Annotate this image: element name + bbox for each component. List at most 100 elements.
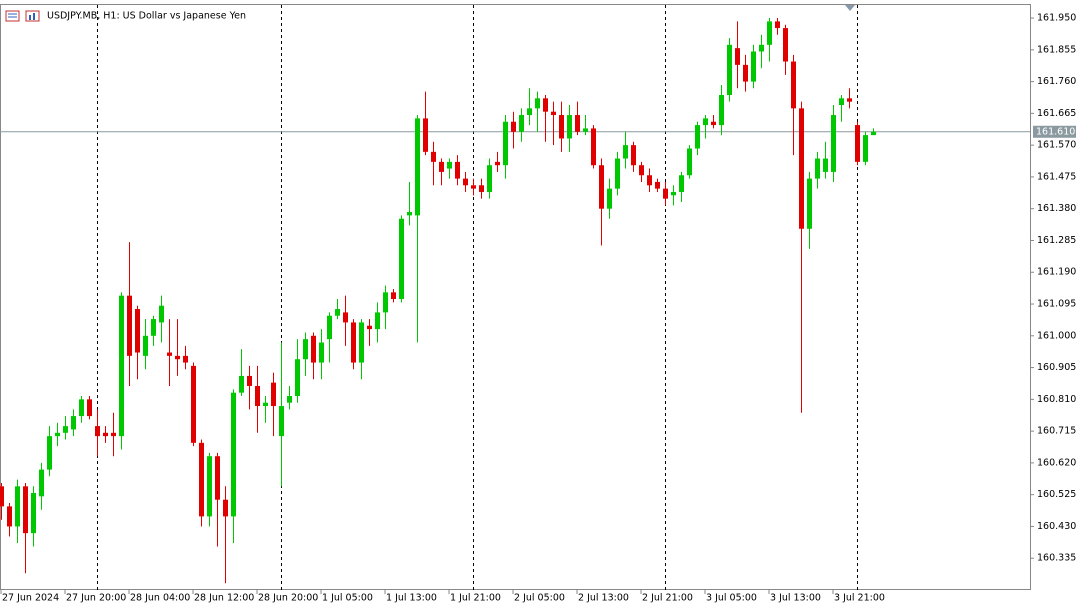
candle-body bbox=[775, 21, 780, 29]
x-tick-label: 27 Jun 20:00 bbox=[66, 593, 126, 604]
candle-body bbox=[47, 436, 52, 470]
candle-body bbox=[519, 115, 524, 132]
candle-body bbox=[295, 359, 300, 397]
candle-body bbox=[711, 121, 716, 126]
candle-body bbox=[455, 161, 460, 179]
candle-body bbox=[751, 51, 756, 82]
x-tick-label: 28 Jun 20:00 bbox=[258, 593, 318, 604]
x-tick-label: 2 Jul 13:00 bbox=[578, 593, 629, 604]
candle-body bbox=[0, 486, 4, 507]
candle-body bbox=[63, 426, 68, 433]
candle-body bbox=[263, 402, 268, 407]
candle-body bbox=[119, 295, 124, 437]
candle-body bbox=[135, 309, 140, 353]
candle-body bbox=[647, 175, 652, 186]
y-tick-label: 161.285 bbox=[1037, 235, 1076, 246]
candle-body bbox=[847, 98, 852, 102]
candle-body bbox=[663, 188, 668, 199]
candle-body bbox=[863, 135, 868, 162]
candle-body bbox=[719, 94, 724, 126]
candle-body bbox=[319, 342, 324, 363]
candle-body bbox=[151, 319, 156, 336]
candle-body bbox=[423, 118, 428, 152]
candle-body bbox=[271, 382, 276, 407]
candle-body bbox=[199, 442, 204, 517]
candle-body bbox=[359, 322, 364, 363]
x-tick-label: 3 Jul 05:00 bbox=[706, 593, 757, 604]
candle-body bbox=[511, 121, 516, 132]
candle-body bbox=[215, 456, 220, 500]
x-tick-label: 3 Jul 13:00 bbox=[770, 593, 821, 604]
shift-marker bbox=[845, 5, 855, 11]
candle-body bbox=[735, 48, 740, 65]
y-tick-label: 160.525 bbox=[1037, 489, 1076, 500]
candle-body bbox=[415, 118, 420, 216]
candle-body bbox=[791, 61, 796, 109]
candle-body bbox=[279, 406, 284, 437]
candle-body bbox=[175, 355, 180, 360]
candle-body bbox=[383, 292, 388, 313]
y-tick-label: 161.760 bbox=[1037, 76, 1076, 87]
candle-body bbox=[239, 375, 244, 393]
candle-body bbox=[495, 161, 500, 166]
candle-body bbox=[551, 111, 556, 116]
y-tick-label: 160.905 bbox=[1037, 362, 1076, 373]
chart-title: USDJPY.MB, H1: US Dollar vs Japanese Yen bbox=[47, 11, 246, 22]
candle-body bbox=[815, 158, 820, 179]
x-tick-label: 1 Jul 13:00 bbox=[386, 593, 437, 604]
candle-body bbox=[143, 335, 148, 356]
candle-body bbox=[183, 355, 188, 363]
x-tick-label: 2 Jul 21:00 bbox=[642, 593, 693, 604]
candle-body bbox=[55, 432, 60, 437]
candle-body bbox=[111, 432, 116, 437]
candle-body bbox=[391, 292, 396, 300]
y-tick-label: 161.190 bbox=[1037, 267, 1076, 278]
plot-frame bbox=[0, 4, 1031, 590]
candle-body bbox=[615, 158, 620, 189]
candle-body bbox=[599, 165, 604, 209]
candle-body bbox=[583, 128, 588, 132]
candle-body bbox=[343, 312, 348, 323]
candle-body bbox=[727, 44, 732, 95]
y-tick-label: 160.715 bbox=[1037, 426, 1076, 437]
candle-body bbox=[479, 185, 484, 192]
candle-body bbox=[439, 161, 444, 172]
candle-body bbox=[303, 339, 308, 360]
candle-body bbox=[247, 375, 252, 386]
candle-body bbox=[767, 21, 772, 45]
candle-body bbox=[743, 64, 748, 82]
candle-body bbox=[231, 392, 236, 517]
price-label: 161.610 bbox=[1036, 126, 1075, 137]
candle-body bbox=[351, 322, 356, 363]
candle-body bbox=[311, 335, 316, 363]
candle-body bbox=[447, 161, 452, 169]
y-tick-label: 160.430 bbox=[1037, 521, 1076, 532]
candle-body bbox=[807, 178, 812, 229]
y-tick-label: 161.475 bbox=[1037, 171, 1076, 182]
candle-body bbox=[103, 432, 108, 437]
y-tick-label: 161.855 bbox=[1037, 44, 1076, 55]
candle-body bbox=[127, 295, 132, 356]
candle-body bbox=[799, 108, 804, 229]
candle-body bbox=[783, 28, 788, 62]
candle-body bbox=[463, 178, 468, 186]
x-tick-label: 1 Jul 05:00 bbox=[322, 593, 373, 604]
candle-body bbox=[503, 121, 508, 166]
candle-body bbox=[487, 165, 492, 192]
candle-body bbox=[7, 506, 12, 527]
candle-body bbox=[23, 486, 28, 534]
candle-body bbox=[839, 98, 844, 106]
candle-body bbox=[559, 115, 564, 139]
candle-body bbox=[15, 486, 20, 527]
x-tick-label: 1 Jul 21:00 bbox=[450, 593, 501, 604]
x-tick-label: 3 Jul 21:00 bbox=[834, 593, 885, 604]
candle-body bbox=[655, 181, 660, 189]
x-tick-label: 2 Jul 05:00 bbox=[514, 593, 565, 604]
candle-body bbox=[671, 191, 676, 196]
candle-body bbox=[167, 352, 172, 356]
y-tick-label: 161.000 bbox=[1037, 330, 1076, 341]
candle-body bbox=[687, 148, 692, 176]
y-tick-label: 160.620 bbox=[1037, 457, 1076, 468]
x-tick-label: 28 Jun 12:00 bbox=[194, 593, 254, 604]
x-tick-label: 28 Jun 04:00 bbox=[130, 593, 190, 604]
